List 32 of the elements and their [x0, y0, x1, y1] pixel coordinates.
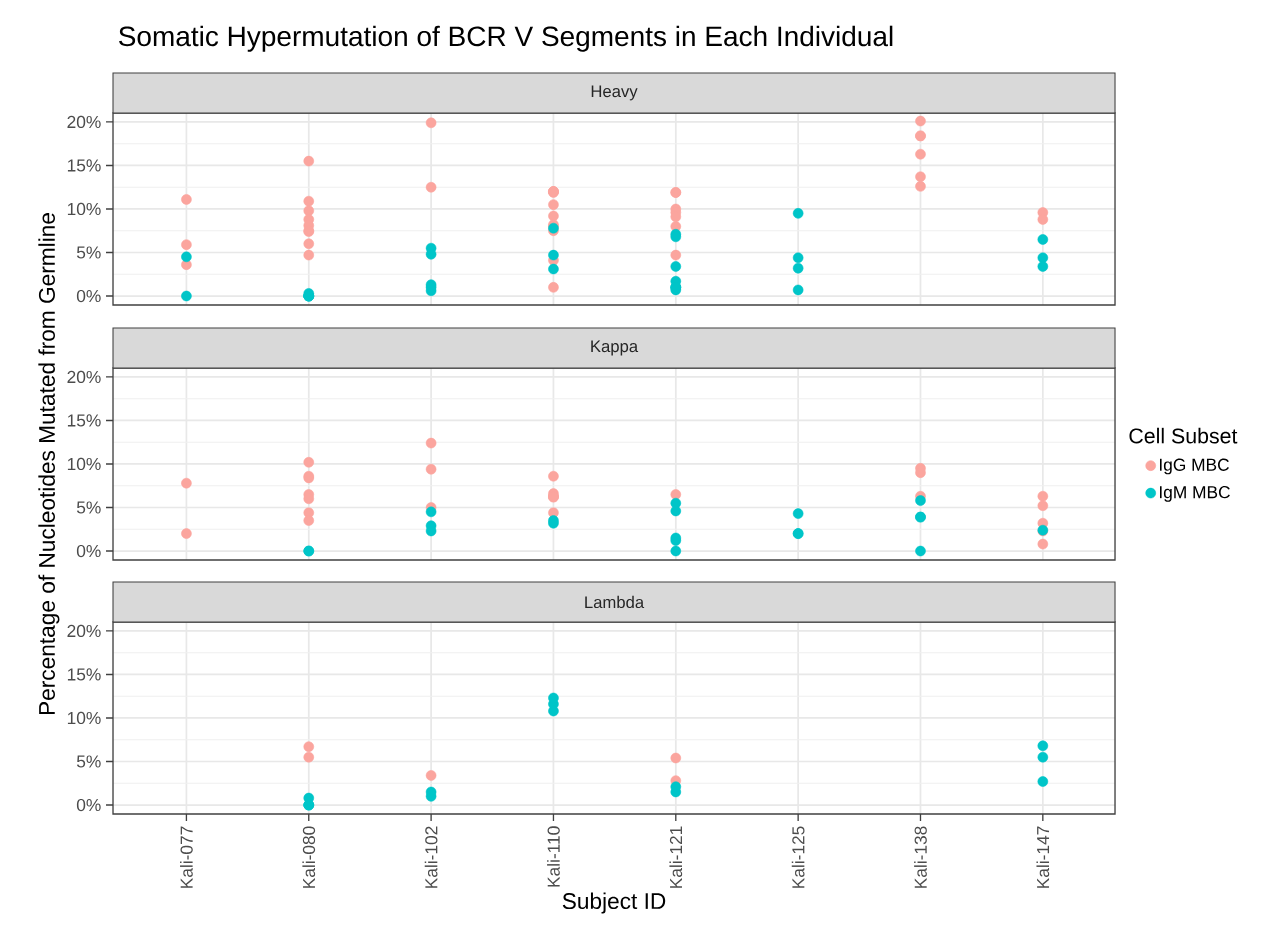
x-tick-label: Kali-080 — [302, 826, 316, 888]
y-tick-label: 0% — [76, 289, 101, 303]
x-tick-label: Kali-125 — [791, 826, 805, 888]
y-tick-label: 5% — [76, 501, 101, 514]
x-tick-label: Kali-077 — [180, 826, 193, 888]
chart-title: Somatic Hypermutation of BCR V Segments in Each Individual — [119, 25, 893, 52]
y-tick-label: 0% — [76, 798, 101, 812]
chart-subtitle: Kappa — [591, 340, 639, 356]
y-tick-label: 20% — [67, 370, 101, 384]
y-tick-label: 10% — [67, 202, 101, 216]
y-tick-label: 5% — [76, 755, 101, 768]
y-tick-label: 10% — [67, 457, 101, 471]
chart-subtitle: Heavy — [591, 85, 638, 101]
x-axis-title: Subject ID — [562, 892, 666, 914]
x-tick-label: Kali-121 — [669, 826, 683, 888]
x-tick-label: Kali-102 — [424, 826, 438, 888]
y-tick-label: 0% — [76, 544, 101, 558]
y-tick-label: 15% — [67, 414, 101, 427]
x-tick-label: Kali-138 — [914, 826, 927, 888]
y-tick-label: 5% — [76, 246, 101, 259]
legend-title: Cell Subset — [1129, 427, 1238, 444]
legend-label: IgG MBC — [1159, 458, 1229, 475]
y-tick-label: 10% — [67, 711, 101, 725]
y-tick-label: 15% — [67, 159, 101, 172]
x-tick-label: Kali-147 — [1036, 826, 1050, 888]
x-tick-label: Kali-110 — [547, 826, 560, 887]
chart-subtitle: Lambda — [585, 595, 645, 609]
y-axis-title: Percentage of Nucleotides Mutated from Germline — [38, 213, 60, 715]
legend-label: IgM MBC — [1159, 486, 1230, 502]
y-tick-label: 20% — [67, 115, 101, 129]
y-tick-label: 20% — [67, 624, 101, 638]
y-tick-label: 15% — [67, 668, 101, 681]
